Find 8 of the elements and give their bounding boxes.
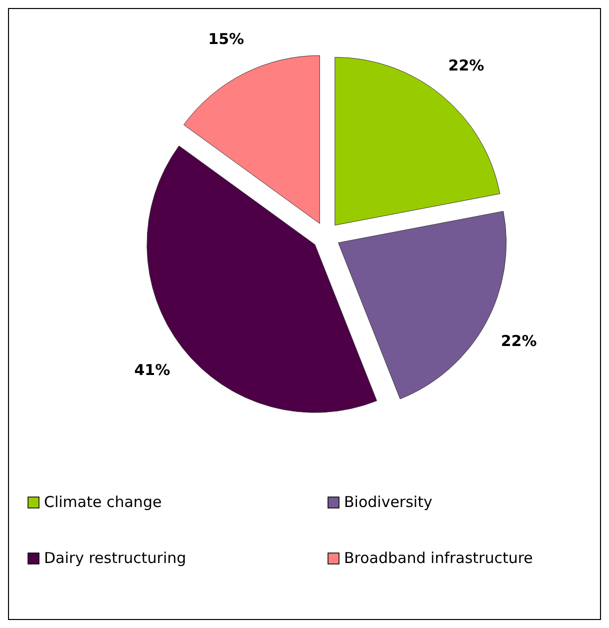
data-label: 22% [500,332,537,350]
legend-label: Broadband infrastructure [344,549,533,568]
data-label: 15% [208,30,244,48]
legend-label: Climate change [44,493,162,512]
data-label: 22% [448,56,484,75]
legend-label: Biodiversity [344,493,432,512]
data-label: 41% [134,360,170,379]
legend-label: Dairy restructuring [44,549,186,568]
